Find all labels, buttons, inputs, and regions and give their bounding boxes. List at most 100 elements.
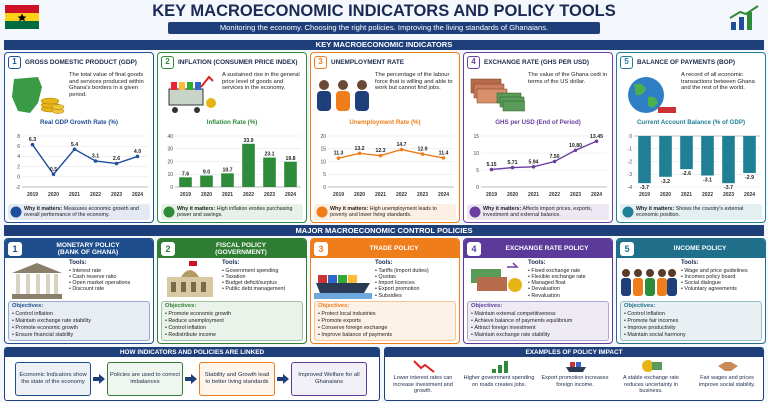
x-tick-label: 2024 — [438, 192, 449, 198]
chart: -2 0 2 4 6 8 2019 2020 2021 2022 2023 2024 6.3 0.5 5.4… — [16, 134, 148, 198]
body — [633, 278, 643, 296]
tool-item: Tariffs (import duties) — [375, 268, 459, 274]
x-tick-label: 2021 — [681, 192, 692, 198]
illustration — [167, 261, 213, 297]
bar — [659, 136, 672, 177]
value-label: 10.7 — [222, 167, 232, 173]
hull — [566, 367, 586, 372]
bar — [680, 136, 693, 170]
tools-label: Tools: — [528, 260, 546, 266]
card-number: 4 — [467, 56, 480, 69]
y-tick-label: 15 — [473, 134, 479, 140]
y-tick-label: 5 — [323, 172, 326, 178]
section-banner: MAJOR MACROECONOMIC CONTROL POLICIES — [4, 225, 764, 236]
value-label: 7.50 — [549, 154, 559, 160]
impact-icon — [413, 360, 435, 373]
policy-title: TRADE POLICY — [369, 245, 419, 252]
illustration — [471, 262, 522, 292]
value-label: 3.1 — [92, 153, 99, 159]
body — [336, 91, 350, 111]
y-tick-label: 0 — [323, 185, 326, 191]
y-tick-label: 30 — [167, 147, 173, 153]
x-tick-label: 2023 — [723, 192, 734, 198]
objective-item: Reduce unemployment — [165, 318, 301, 325]
impact-icon — [642, 360, 662, 372]
y-tick-label: -4 — [628, 185, 633, 191]
tool-item: Public debt management — [222, 286, 306, 292]
policy-title-box: EXCHANGE RATE POLICY — [484, 239, 610, 258]
link-step-text: Economic Indicators show the state of th… — [19, 372, 87, 385]
page-title: KEY MACROECONOMIC INDICATORS AND POLICY … — [152, 2, 616, 20]
bar — [722, 136, 735, 184]
point — [573, 148, 578, 153]
impact-icon — [492, 361, 508, 373]
policy-card: 4 EXCHANGE RATE POLICY Tools: Fixed exchang… — [463, 238, 613, 344]
body — [645, 278, 655, 296]
flag — [189, 261, 197, 266]
objectives-box: Objectives: Control inflationMaintain exc… — [8, 301, 150, 341]
y-tick-label: -3 — [628, 172, 633, 178]
objective-item: Control inflation — [624, 311, 760, 318]
link-step: Improved Welfare for all Ghanaians — [291, 362, 367, 396]
objective-item: Control inflation — [12, 311, 148, 318]
chart-title: Current Account Balance (% of GDP) — [636, 119, 746, 126]
x-tick-label: 2024 — [132, 192, 143, 198]
value-label: 5.15 — [486, 162, 496, 168]
window — [171, 282, 176, 292]
head — [319, 80, 329, 90]
illustration — [621, 269, 677, 296]
point — [135, 154, 140, 159]
value-label: 5.4 — [71, 142, 78, 148]
bill — [477, 277, 507, 291]
bar — [263, 157, 276, 187]
value-label: 11.3 — [334, 151, 344, 157]
policy-card: 5 INCOME POLICY Tools: Wage and price guide… — [616, 238, 766, 344]
bar — [638, 136, 651, 184]
why-label: Why it matters: — [483, 205, 522, 212]
why-label: Why it matters: — [636, 205, 675, 212]
tool-item: Revaluation — [528, 293, 612, 299]
objectives-label: Objectives: — [624, 303, 656, 309]
roof — [12, 263, 62, 273]
objectives-label: Objectives: — [318, 303, 350, 309]
x-tick-label: 2019 — [639, 192, 650, 198]
illustration — [628, 77, 676, 113]
value-label: -3.1 — [703, 178, 712, 184]
why-it-matters: Why it matters: High inflation erodes pu… — [161, 204, 303, 220]
arrow-head — [93, 374, 105, 384]
head — [634, 269, 642, 277]
why-it-matters: Why it matters: Shows the country's exte… — [620, 204, 762, 220]
ship — [658, 107, 676, 113]
value-label: 33.9 — [243, 138, 253, 144]
objectives-label: Objectives: — [471, 303, 503, 309]
x-tick-label: 2023 — [111, 192, 122, 198]
chart: -4 -3 -2 -1 0 2019 2020 2021 2022 2023 2024 -3.7 -3.… — [628, 134, 760, 198]
y-tick-label: 2 — [17, 164, 20, 170]
line — [338, 148, 444, 159]
why-description: High inflation erodes purchasing power a… — [177, 205, 293, 218]
policy-number: 3 — [314, 241, 328, 256]
policy-title: MONETARY POLICY — [56, 241, 120, 249]
policy-title-box: MONETARY POLICY (BANK OF GHANA) — [25, 239, 151, 258]
policy-header: 2 FISCAL POLICY (GOVERNMENT) — [158, 239, 306, 258]
goods — [187, 82, 193, 90]
why-icon — [622, 206, 634, 218]
link-step-text: Stability and Growth lead to better livi… — [204, 372, 270, 385]
x-tick-label: 2021 — [528, 192, 539, 198]
tool-item: Managed float — [528, 280, 612, 286]
links-panel: HOW INDICATORS AND POLICIES ARE LINKED Ec… — [4, 347, 380, 401]
value-label: 10.80 — [569, 143, 582, 149]
impact-text: Higher government spending on roads crea… — [463, 375, 535, 388]
value-label: 7.6 — [182, 171, 189, 177]
objective-item: Promote exports — [318, 318, 454, 325]
impact-panel: EXAMPLES OF POLICY IMPACT Lower interest … — [384, 347, 764, 401]
point — [552, 159, 557, 164]
indicator-card: 3 UNEMPLOYMENT RATE The percentage of the … — [310, 52, 460, 223]
tools-label: Tools: — [222, 260, 240, 266]
why-text: Why it matters: High inflation erodes pu… — [177, 206, 301, 219]
bar — [743, 136, 756, 173]
icon-bar — [739, 17, 744, 30]
card-title: GROSS DOMESTIC PRODUCT (GDP) — [25, 59, 137, 66]
coin — [508, 278, 522, 292]
